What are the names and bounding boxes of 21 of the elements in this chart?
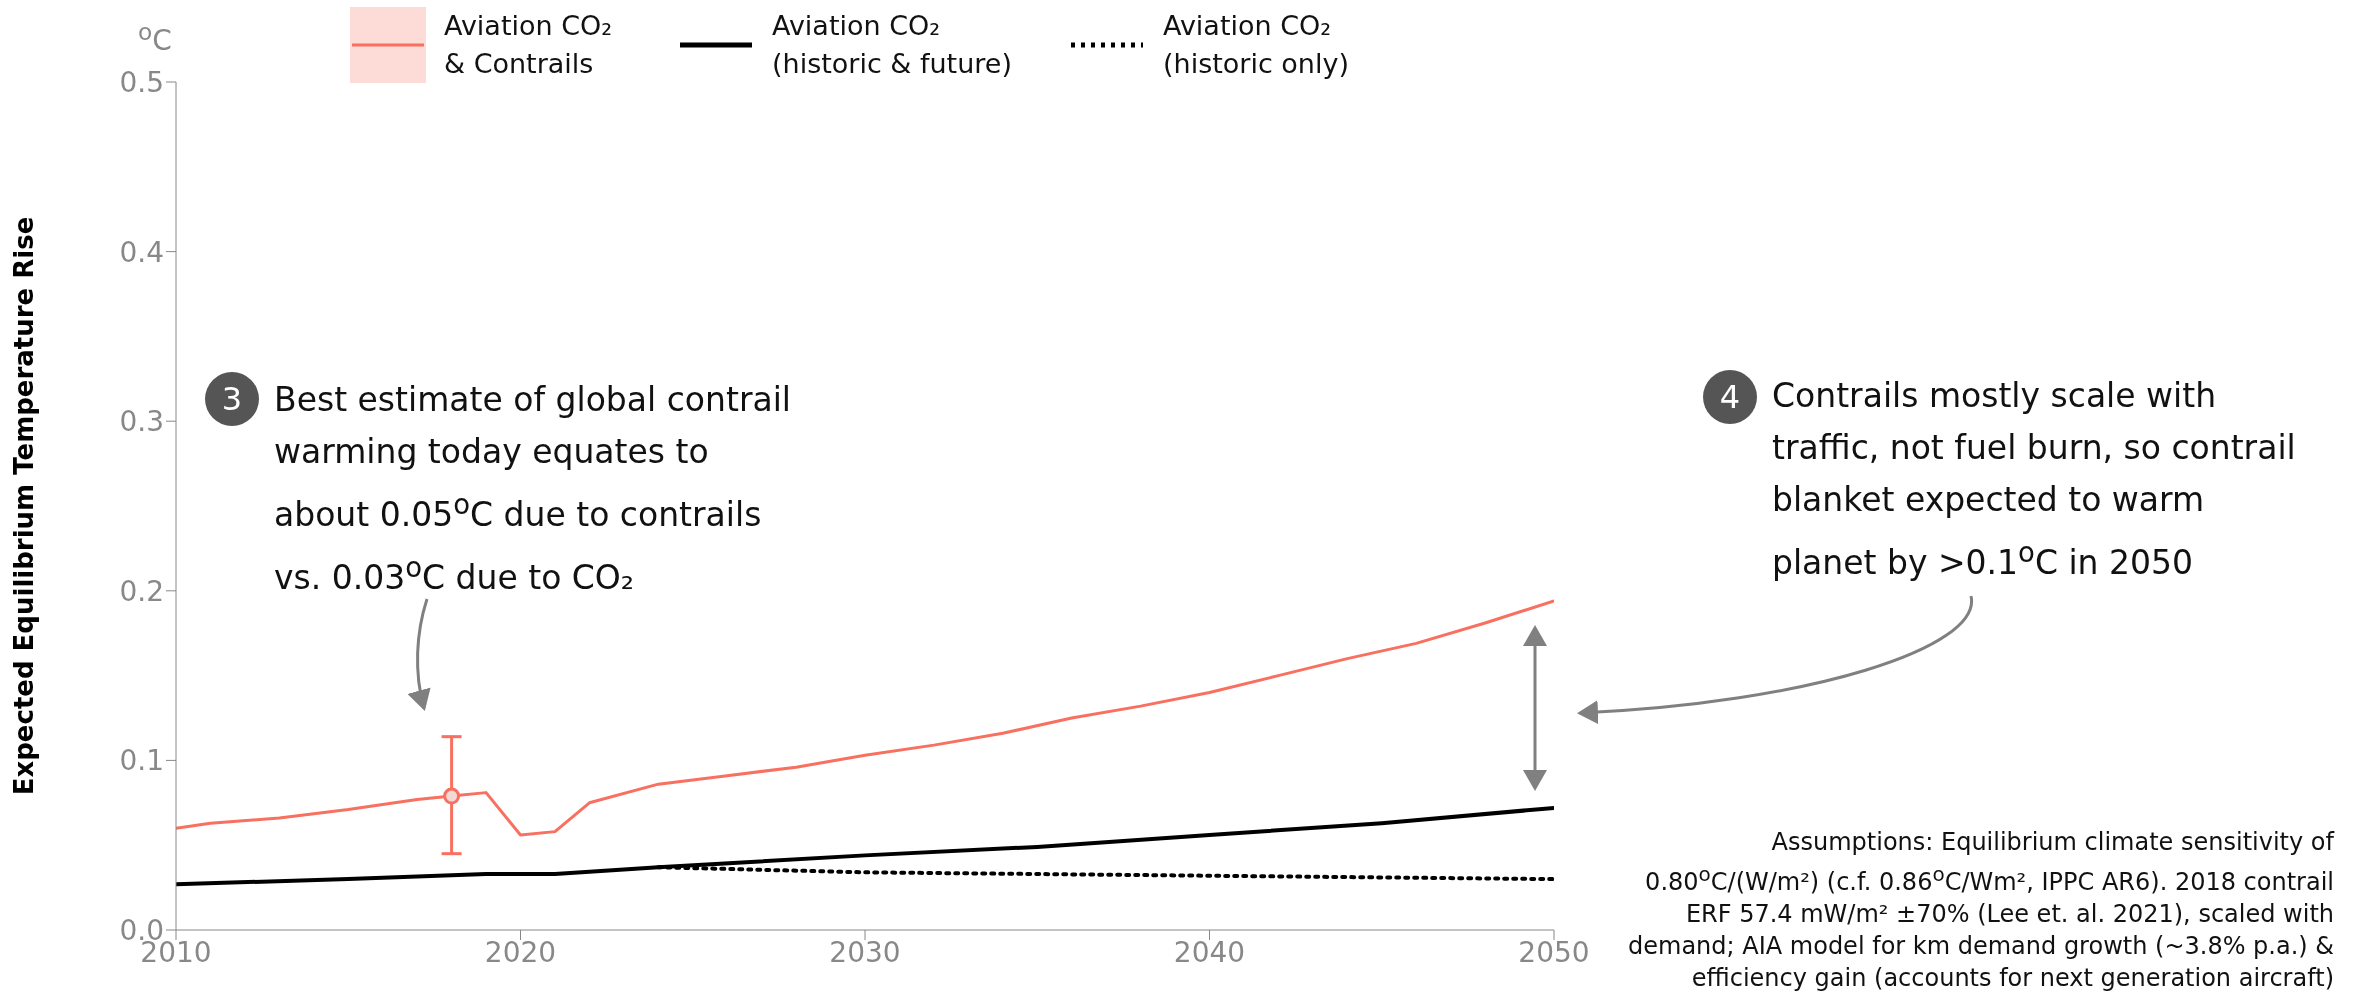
y-tick-label: 0.1 xyxy=(119,744,164,778)
y-tick-label: 0.2 xyxy=(119,574,164,608)
legend-label: Aviation CO₂ (historic only) xyxy=(1163,9,1349,81)
x-tick-label: 2020 xyxy=(484,935,557,969)
y-axis-title: Expected Equilibrium Temperature Rise xyxy=(9,216,40,796)
y-tick-label: 0.5 xyxy=(119,65,164,99)
text: Best estimate of global contrail warming today equates to about 0.05$^{o}$C due to contrails vs. 0.03$^{o}$C due to CO₂ xyxy=(274,380,792,597)
text: $^{o}$C xyxy=(138,18,172,58)
text: Contrails mostly scale with traffic, not fuel burn, so contrail blanket expected to warm planet by >0.1$^{o}$C in 2050 xyxy=(1772,375,2296,584)
legend-label: Aviation CO₂ (historic & future) xyxy=(772,9,1012,81)
text: Assumptions: Equilibrium climate sensitivity of 0.80$^{o}$C/(W/m²) (c.f. 0.86$^{o}$C/Wm², IPPC AR6). 2018 contrail ERF 57.4 mW/m² ±70% (Lee et. al. 2021), scaled with demand; AIA model for km demand growth (~3.8% p.a.) & efficiency gain (accounts for next generation aircraft) xyxy=(1628,828,2334,992)
x-tick-label: 2040 xyxy=(1173,935,1246,969)
y-tick-label: 0.3 xyxy=(119,405,164,439)
line-series xyxy=(176,805,1554,887)
y-tick-label: 0.4 xyxy=(119,235,164,269)
x-tick-label: 2050 xyxy=(1518,935,1590,969)
legend-label: Aviation CO₂ & Contrails xyxy=(444,9,613,81)
line-series xyxy=(176,599,1554,837)
text: 4 xyxy=(1703,370,1757,424)
x-tick-label: 2030 xyxy=(829,935,901,969)
annotation: 3 xyxy=(205,372,259,426)
